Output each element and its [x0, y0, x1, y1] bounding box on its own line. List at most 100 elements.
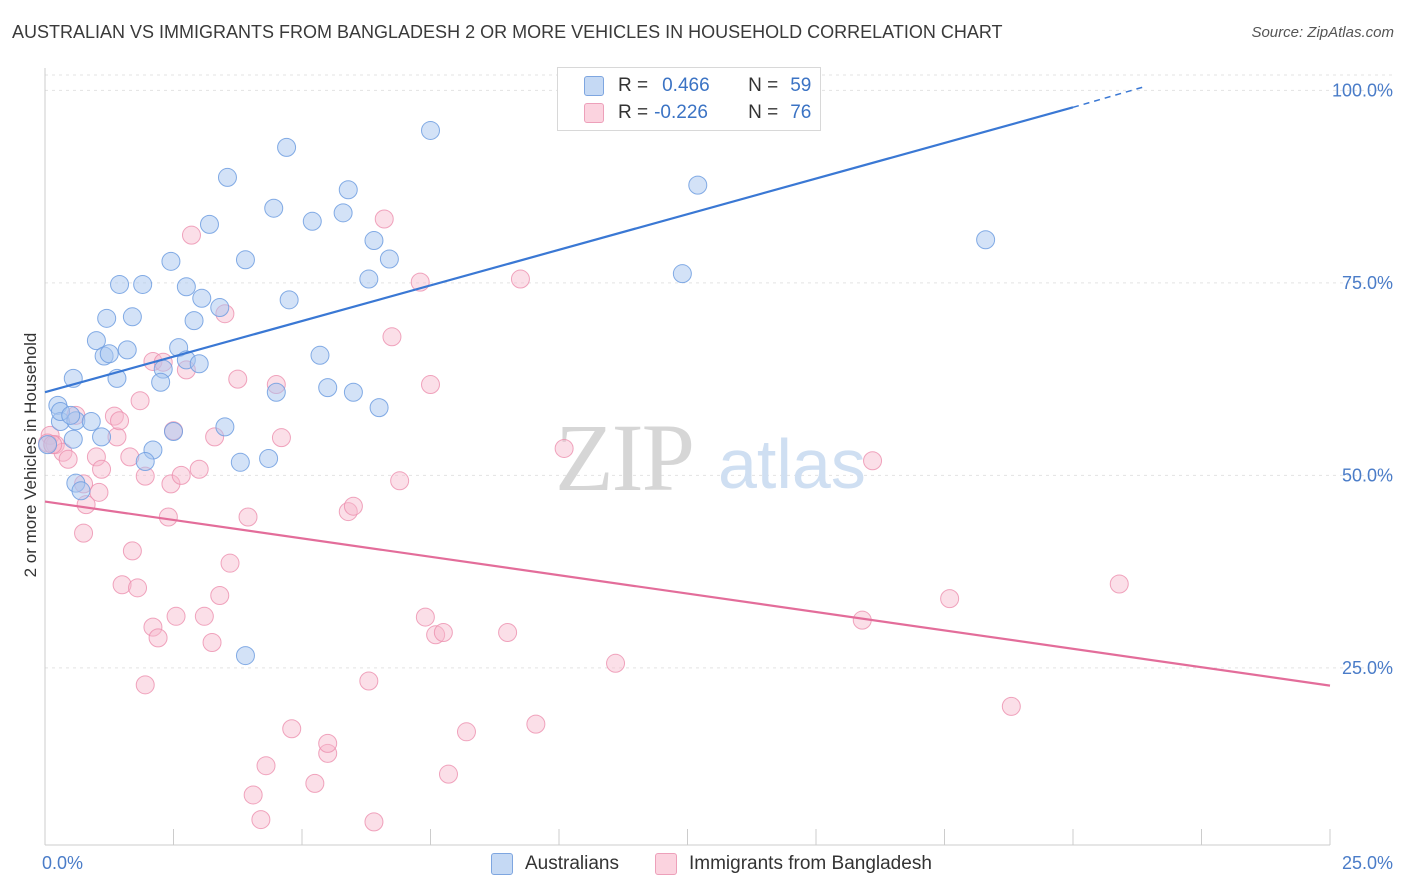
- point-immigrants: [421, 375, 440, 395]
- point-australians: [976, 230, 996, 250]
- point-australians: [135, 452, 155, 472]
- trend-lines: [44, 85, 1331, 687]
- point-australians: [199, 214, 219, 234]
- point-immigrants: [374, 209, 394, 229]
- point-australians: [688, 175, 708, 195]
- legend-swatch-blue: [584, 76, 604, 96]
- trend-line-australians-extension: [1072, 85, 1146, 109]
- point-australians: [189, 354, 209, 374]
- x-tick-labels: 0.0% 25.0%: [42, 853, 1393, 873]
- point-australians: [61, 405, 81, 425]
- trend-line-immigrants: [44, 500, 1331, 687]
- watermark-zip: ZIP: [555, 404, 693, 511]
- legend-n-label: N =: [748, 75, 779, 96]
- point-immigrants: [251, 810, 271, 830]
- bottom-legend-immigrants: Immigrants from Bangladesh: [655, 851, 932, 877]
- point-australians: [421, 120, 440, 140]
- bottom-swatch-pink: [655, 853, 677, 875]
- point-immigrants: [130, 391, 150, 411]
- point-australians: [110, 274, 130, 294]
- legend-n-value: 76: [790, 102, 812, 123]
- point-australians: [86, 331, 106, 351]
- point-immigrants: [112, 575, 132, 595]
- point-immigrants: [390, 471, 410, 491]
- trend-line-australians: [44, 106, 1074, 394]
- bottom-legend-label: Immigrants from Bangladesh: [689, 853, 932, 874]
- point-australians: [164, 422, 183, 442]
- legend-r-label: R =: [618, 75, 649, 96]
- point-immigrants: [940, 589, 960, 609]
- point-australians: [38, 435, 58, 455]
- point-australians: [369, 398, 389, 418]
- y-tick-label: 100.0%: [1332, 80, 1393, 100]
- point-immigrants: [318, 743, 338, 763]
- point-australians: [81, 412, 101, 431]
- point-immigrants: [498, 622, 518, 642]
- point-australians: [133, 274, 153, 294]
- point-australians: [343, 382, 363, 402]
- legend-swatch-pink: [584, 103, 604, 123]
- watermark-atlas: atlas: [718, 425, 866, 503]
- point-australians: [161, 251, 181, 271]
- chart-title: AUSTRALIAN VS IMMIGRANTS FROM BANGLADESH…: [12, 22, 1003, 42]
- point-immigrants: [1001, 696, 1021, 716]
- point-immigrants: [122, 541, 142, 561]
- point-immigrants: [194, 606, 214, 626]
- point-immigrants: [135, 675, 155, 695]
- point-australians: [235, 646, 255, 666]
- point-immigrants: [243, 785, 263, 805]
- point-australians: [302, 211, 322, 231]
- point-australians: [230, 452, 250, 472]
- point-immigrants: [128, 578, 148, 598]
- point-immigrants: [256, 756, 276, 776]
- y-tick-label: 75.0%: [1342, 273, 1393, 293]
- stats-legend: R = 0.466 N = 59 R = -0.226 N = 76: [557, 67, 821, 131]
- legend-r-value: 0.466: [662, 75, 710, 96]
- point-australians: [215, 417, 235, 437]
- point-immigrants: [89, 482, 109, 502]
- point-immigrants: [143, 617, 163, 637]
- axes: [44, 68, 1331, 846]
- point-australians: [117, 340, 137, 360]
- point-immigrants: [305, 773, 325, 793]
- point-immigrants: [343, 496, 363, 516]
- point-immigrants: [1109, 574, 1129, 594]
- point-immigrants: [58, 449, 78, 469]
- point-immigrants: [415, 607, 435, 627]
- point-immigrants: [92, 459, 112, 479]
- point-australians: [184, 311, 204, 331]
- point-immigrants: [202, 632, 222, 652]
- point-immigrants: [86, 447, 106, 467]
- point-immigrants: [456, 722, 476, 742]
- y-axis-label: 2 or more Vehicles in Household: [21, 333, 40, 578]
- point-immigrants: [364, 812, 384, 832]
- point-immigrants: [426, 625, 446, 645]
- point-immigrants: [382, 327, 402, 347]
- legend-n-value: 59: [790, 75, 812, 96]
- point-immigrants: [148, 628, 168, 648]
- point-immigrants: [166, 606, 186, 626]
- point-australians: [192, 288, 212, 308]
- point-australians: [235, 250, 255, 270]
- point-immigrants: [238, 507, 258, 527]
- point-australians: [71, 481, 91, 501]
- point-immigrants: [74, 523, 94, 543]
- legend-n-label: N =: [748, 102, 779, 123]
- point-immigrants: [181, 225, 201, 245]
- point-immigrants: [110, 411, 130, 431]
- point-immigrants: [863, 451, 883, 471]
- point-immigrants: [433, 622, 453, 642]
- y-tick-labels: 100.0% 75.0% 50.0% 25.0%: [1332, 80, 1393, 678]
- point-australians: [318, 378, 338, 398]
- y-tick-label: 25.0%: [1342, 658, 1393, 678]
- point-australians: [63, 429, 83, 449]
- point-immigrants: [318, 733, 338, 753]
- point-australians: [99, 344, 119, 364]
- point-immigrants: [228, 369, 248, 389]
- y-tick-label: 50.0%: [1342, 465, 1393, 485]
- bottom-legend-australians: Australians: [491, 851, 619, 877]
- point-immigrants: [171, 465, 191, 485]
- point-australians: [210, 298, 230, 318]
- point-australians: [333, 203, 353, 223]
